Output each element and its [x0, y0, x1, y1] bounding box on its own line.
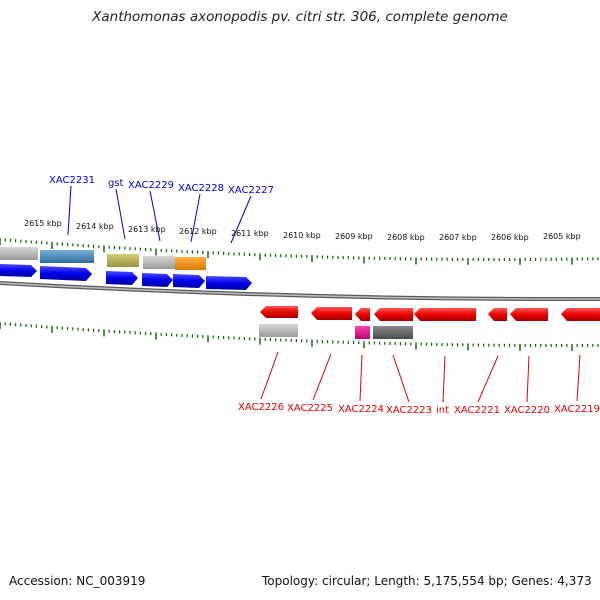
leader-xac2229 — [149, 190, 161, 242]
feature-box-gst[interactable] — [107, 254, 139, 267]
feature-box-xac2223[interactable] — [373, 326, 413, 339]
leader-xac2227 — [230, 195, 252, 244]
forward-gene-arrow[interactable] — [0, 264, 37, 277]
feature-box-xac2224[interactable] — [355, 326, 370, 339]
scale-label-2608: 2608 kbp — [387, 233, 425, 242]
leader-xac2220 — [526, 355, 530, 403]
label-xac2227[interactable]: XAC2227 — [228, 185, 274, 196]
feature-box-xac2231[interactable] — [40, 250, 94, 263]
scale-label-2615: 2615 kbp — [24, 219, 62, 228]
genome-backbone — [0, 281, 600, 302]
reverse-gene-xac2224[interactable] — [355, 308, 370, 321]
forward-genes — [0, 264, 252, 290]
reverse-gene-xac2219[interactable] — [561, 308, 600, 321]
forward-gene-xac2227[interactable] — [206, 276, 252, 290]
reverse-genes — [260, 306, 600, 321]
reverse-gene-xac2220[interactable] — [510, 308, 548, 321]
genome-info-text: Topology: circular; Length: 5,175,554 bp… — [262, 574, 592, 588]
leader-xac2231 — [67, 185, 72, 236]
feature-box-gray[interactable] — [0, 247, 38, 260]
label-xac2226[interactable]: XAC2226 — [238, 402, 284, 413]
bottom-label-leaders — [260, 351, 581, 403]
reverse-gene-xac2223[interactable] — [374, 308, 413, 321]
leader-xac2221 — [477, 355, 499, 403]
bottom-tick-track — [0, 322, 599, 351]
scale-label-2614: 2614 kbp — [76, 222, 114, 231]
genome-title: Xanthomonas axonopodis pv. citri str. 30… — [92, 9, 508, 25]
top-label-leaders — [67, 185, 252, 244]
forward-gene-xac2229[interactable] — [142, 273, 173, 287]
leader-xac2223 — [392, 354, 410, 403]
top-tick-track — [0, 238, 599, 265]
leader-int — [442, 355, 446, 403]
label-xac2223[interactable]: XAC2223 — [386, 405, 432, 416]
feature-box-xac2226[interactable] — [259, 324, 298, 337]
reverse-gene-xac2225[interactable] — [311, 307, 352, 320]
scale-label-2605: 2605 kbp — [543, 232, 581, 241]
forward-gene-gst[interactable] — [106, 271, 138, 285]
feature-box-xac2228[interactable] — [175, 257, 206, 270]
scale-label-2609: 2609 kbp — [335, 232, 373, 241]
forward-gene-xac2228[interactable] — [173, 274, 205, 288]
accession-text: Accession: NC_003919 — [9, 574, 146, 588]
forward-feature-boxes — [0, 247, 206, 270]
leader-xac2219 — [576, 354, 581, 402]
leader-xac2225 — [312, 353, 332, 401]
leader-xac2224 — [359, 354, 363, 402]
feature-box-xac2229[interactable] — [143, 256, 175, 269]
scale-label-2613: 2613 kbp — [128, 225, 166, 234]
scale-label-2611: 2611 kbp — [231, 229, 269, 238]
reverse-gene-xac2221[interactable] — [488, 308, 507, 321]
label-gst[interactable]: gst — [108, 178, 124, 189]
reverse-gene-xac2226[interactable] — [260, 306, 298, 318]
scale-label-2610: 2610 kbp — [283, 231, 321, 240]
label-xac2229[interactable]: XAC2229 — [128, 180, 174, 191]
label-xac2228[interactable]: XAC2228 — [178, 183, 224, 194]
label-xac2225[interactable]: XAC2225 — [287, 403, 333, 414]
genome-backbone-highlight — [0, 282, 600, 300]
label-int[interactable]: int — [436, 405, 449, 416]
leader-gst — [115, 188, 126, 240]
reverse-gene-int[interactable] — [414, 308, 476, 321]
label-xac2220[interactable]: XAC2220 — [504, 405, 550, 416]
forward-gene-xac2231[interactable] — [40, 266, 92, 281]
label-xac2224[interactable]: XAC2224 — [338, 404, 384, 415]
scale-label-2606: 2606 kbp — [491, 233, 529, 242]
scale-label-2607: 2607 kbp — [439, 233, 477, 242]
label-xac2219[interactable]: XAC2219 — [554, 404, 600, 415]
scale-label-2612: 2612 kbp — [179, 227, 217, 236]
label-xac2221[interactable]: XAC2221 — [454, 405, 500, 416]
reverse-feature-boxes — [259, 324, 413, 339]
label-xac2231[interactable]: XAC2231 — [49, 175, 95, 186]
leader-xac2228 — [190, 193, 201, 243]
leader-xac2226 — [260, 351, 279, 400]
